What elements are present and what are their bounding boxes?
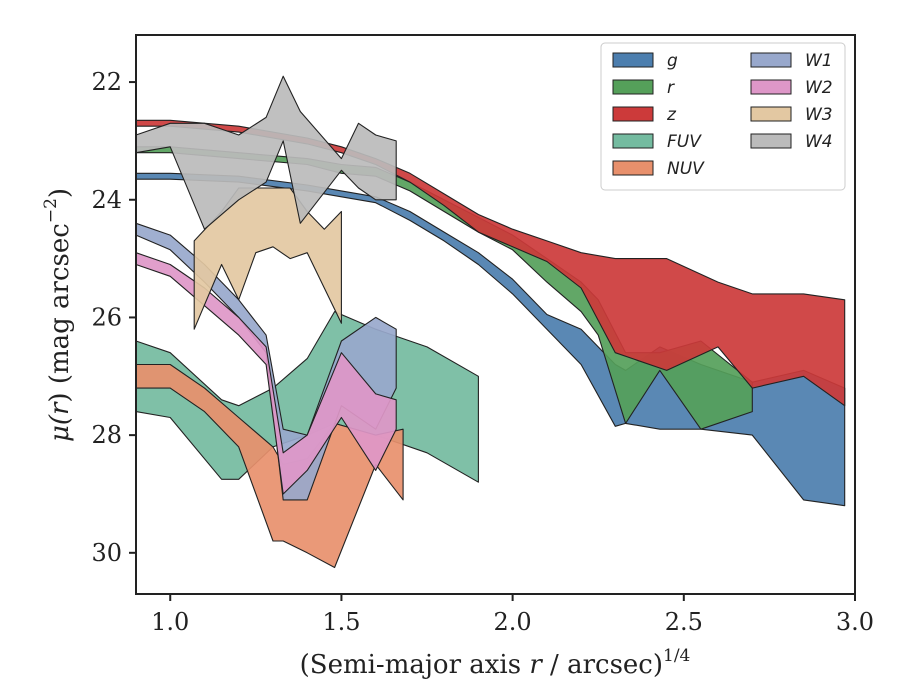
y-tick-label: 28 — [91, 421, 122, 449]
y-tick-label: 26 — [91, 303, 122, 331]
legend-swatch — [612, 79, 654, 95]
legend-label: W1 — [805, 51, 833, 71]
band-W2 — [135, 252, 397, 495]
legend-swatch — [750, 133, 792, 149]
legend-swatch — [612, 52, 654, 68]
legend-label: W2 — [805, 78, 833, 98]
x-tick-label: 2.0 — [494, 608, 532, 636]
legend-item-g: g — [612, 51, 678, 71]
y-axis-label-end: ) — [45, 188, 75, 198]
y-axis-label-sup: −2 — [41, 198, 61, 223]
legend-label: g — [667, 51, 678, 71]
legend-item-W1: W1 — [750, 51, 833, 71]
legend-swatch — [612, 160, 654, 176]
x-tick-label: 1.5 — [322, 608, 360, 636]
legend-item-W3: W3 — [750, 105, 833, 125]
band-NUV — [135, 363, 404, 569]
y-axis: 22 24 26 28 30 — [91, 68, 136, 567]
legend-swatch — [750, 106, 792, 122]
y-tick-label: 24 — [91, 186, 122, 214]
legend-label: FUV — [667, 132, 702, 152]
x-axis-label-rest: / arcsec) — [542, 650, 663, 680]
legend-item-z: z — [612, 105, 677, 125]
legend-label: z — [666, 105, 677, 125]
x-tick-label: 2.5 — [665, 608, 703, 636]
legend-label: W4 — [805, 132, 833, 152]
legend-label: r — [667, 78, 675, 98]
y-axis-label-pre: μ( — [45, 414, 75, 442]
plot-frame — [135, 34, 856, 595]
legend-swatch — [612, 106, 654, 122]
legend-item-W2: W2 — [750, 78, 833, 98]
x-tick-label: 1.0 — [151, 608, 189, 636]
y-axis-label-post: ) (mag arcsec — [45, 223, 75, 402]
legend-item-NUV: NUV — [612, 159, 705, 179]
series-bands — [135, 75, 846, 569]
band-W4 — [135, 75, 397, 230]
band-g — [135, 172, 846, 507]
legend-label: W3 — [805, 105, 833, 125]
legend-item-r: r — [612, 78, 675, 98]
legend-item-FUV: FUV — [612, 132, 702, 152]
y-axis-label-var: r — [45, 401, 75, 415]
legend-swatch — [750, 52, 792, 68]
legend-swatch — [612, 133, 654, 149]
legend-item-W4: W4 — [750, 132, 833, 152]
x-axis: 1.0 1.5 2.0 2.5 3.0 — [151, 594, 874, 636]
x-axis-label-sup: 1/4 — [663, 646, 690, 666]
legend-swatch — [750, 79, 792, 95]
y-axis-label: μ(r) (mag arcsec−2) — [41, 188, 75, 442]
x-tick-label: 3.0 — [836, 608, 874, 636]
x-axis-label: (Semi-major axis r / arcsec)1/4 — [300, 646, 691, 680]
legend: grz FUV NUV W1 W2 W3 W4 — [600, 42, 846, 191]
x-axis-label-main: (Semi-major axis — [300, 650, 530, 680]
y-tick-label: 22 — [91, 68, 122, 96]
x-axis-label-var: r — [529, 650, 543, 680]
legend-label: NUV — [667, 159, 705, 179]
y-tick-label: 30 — [91, 539, 122, 567]
